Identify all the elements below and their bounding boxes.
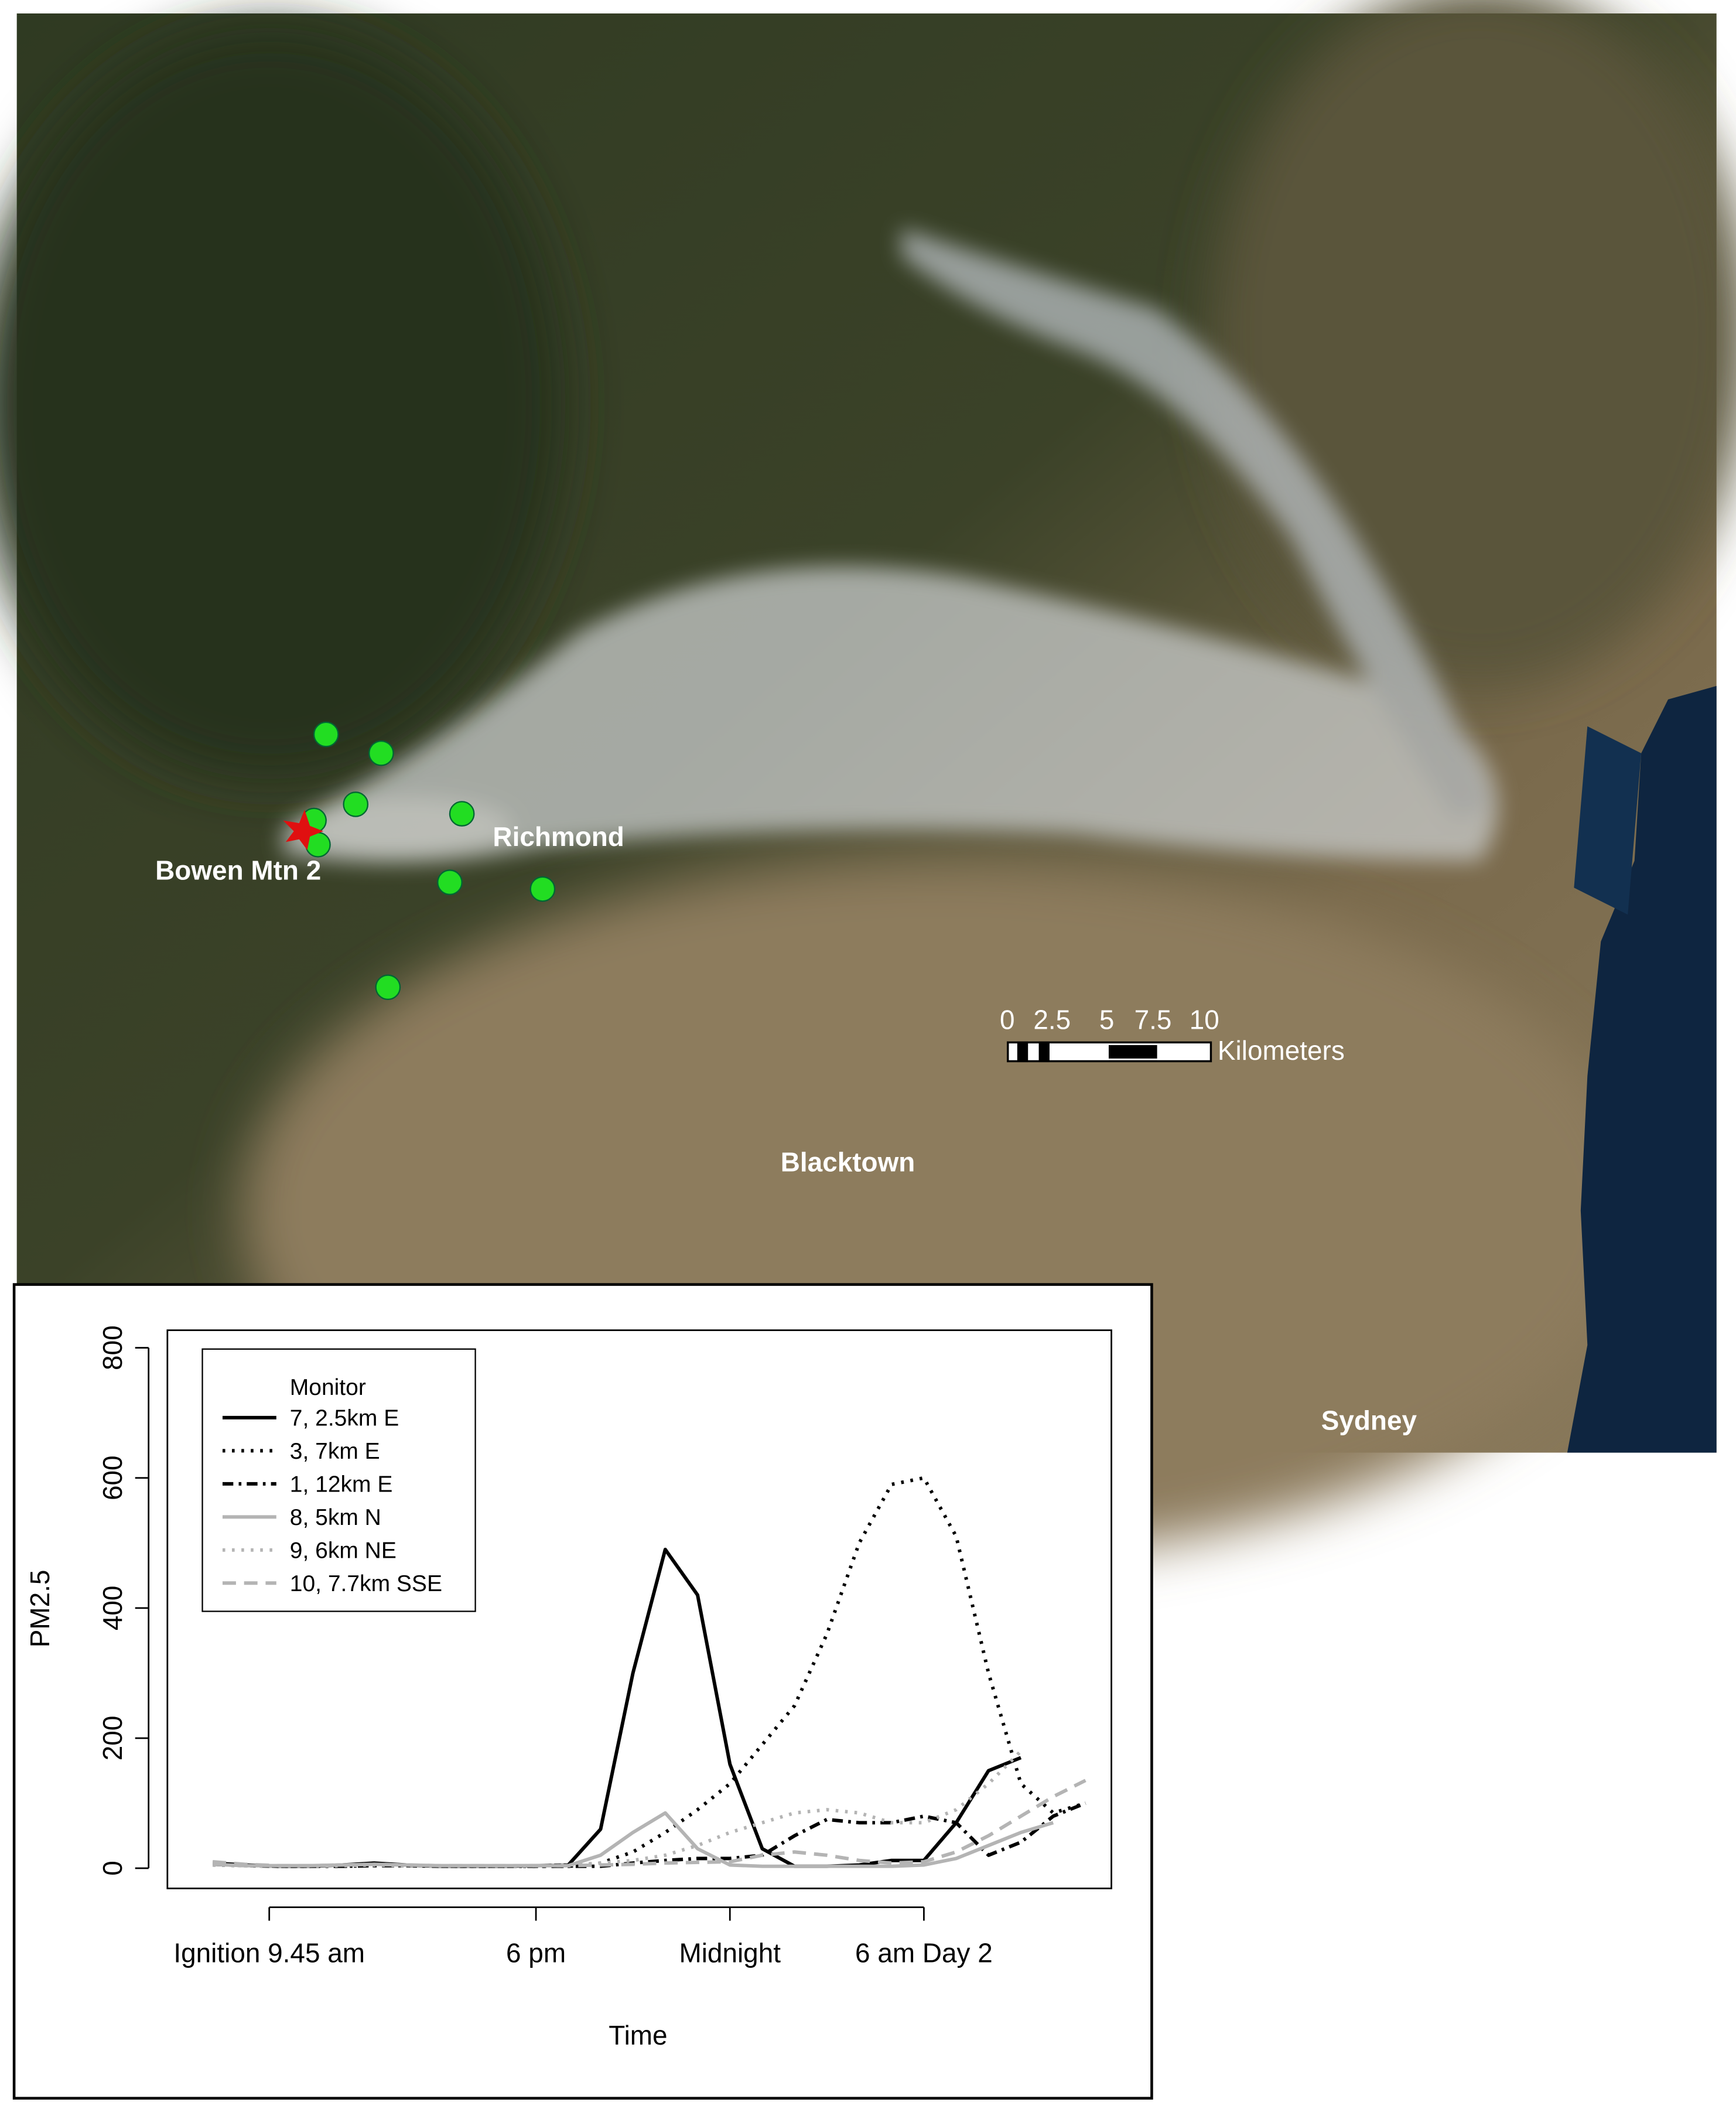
scale-label: 2.5 <box>1033 1004 1071 1035</box>
x-axis-label: Time <box>609 2020 667 2050</box>
scale-bar: 0 2.5 5 7.5 10 Kilometers <box>1000 1004 1345 1066</box>
x-tick-label: 6 am Day 2 <box>855 1938 993 1968</box>
x-tick-label: 6 pm <box>506 1938 566 1968</box>
legend-title: Monitor <box>290 1375 366 1400</box>
ignition-star <box>283 810 324 851</box>
place-label: Bowen Mtn 2 <box>155 855 321 886</box>
legend: Monitor 7, 2.5km E 3, 7km E 1, 12km E 8, 5km… <box>201 1348 476 1612</box>
place-label: Blacktown <box>781 1147 915 1178</box>
monitor-marker <box>313 721 339 748</box>
legend-label: 9, 6km NE <box>290 1538 397 1564</box>
data-line <box>212 1779 1086 1868</box>
bay <box>1574 726 1642 915</box>
monitor-marker <box>449 801 475 827</box>
satellite-map: Bowen Mtn 2 Richmond Blacktown Sydney 0 … <box>0 0 1736 1561</box>
x-tick-label: Ignition 9.45 am <box>173 1938 365 1968</box>
scale-unit: Kilometers <box>1218 1035 1345 1066</box>
scale-label: 5 <box>1099 1004 1115 1035</box>
y-axis-label: PM2.5 <box>25 1570 55 1648</box>
legend-label: 8, 5km N <box>290 1505 381 1530</box>
ocean <box>1567 685 1717 1453</box>
scale-label: 7.5 <box>1134 1004 1172 1035</box>
legend-box <box>201 1348 476 1612</box>
legend-label: 1, 12km E <box>290 1472 393 1497</box>
legend-label: 7, 2.5km E <box>290 1406 399 1431</box>
smoke-plume <box>283 228 1498 863</box>
plot-box <box>166 1329 1112 1889</box>
terrain <box>1211 0 1736 686</box>
y-tick-label: 600 <box>97 1455 128 1500</box>
scale-bar-segment <box>1038 1042 1050 1062</box>
monitor-marker <box>375 974 401 1001</box>
y-tick-label: 800 <box>97 1325 128 1370</box>
legend-label: 10, 7.7km SSE <box>290 1571 442 1596</box>
chart: Time PM2.5 0 200 400 600 800 Ignition 9.45 am… <box>12 1283 1153 2100</box>
place-label: Richmond <box>493 821 624 852</box>
scale-label: 10 <box>1190 1004 1219 1035</box>
legend-label: 3, 7km E <box>290 1439 380 1464</box>
place-label: Sydney <box>1321 1405 1417 1436</box>
x-tick-label: Midnight <box>679 1938 781 1968</box>
scale-bar-segment <box>1108 1045 1157 1059</box>
monitor-marker <box>343 791 369 817</box>
monitor-marker <box>529 876 556 902</box>
scale-bar-segment <box>1017 1042 1028 1062</box>
monitor-marker <box>437 869 463 895</box>
scale-label: 0 <box>1000 1004 1015 1035</box>
monitor-marker <box>368 740 394 766</box>
y-tick-label: 400 <box>97 1586 128 1631</box>
forest <box>0 27 566 780</box>
y-tick-label: 200 <box>97 1716 128 1761</box>
data-line <box>213 1476 1086 1868</box>
monitor-markers <box>301 721 556 1001</box>
y-tick-label: 0 <box>97 1861 128 1876</box>
chart-frame <box>12 1283 1153 2100</box>
